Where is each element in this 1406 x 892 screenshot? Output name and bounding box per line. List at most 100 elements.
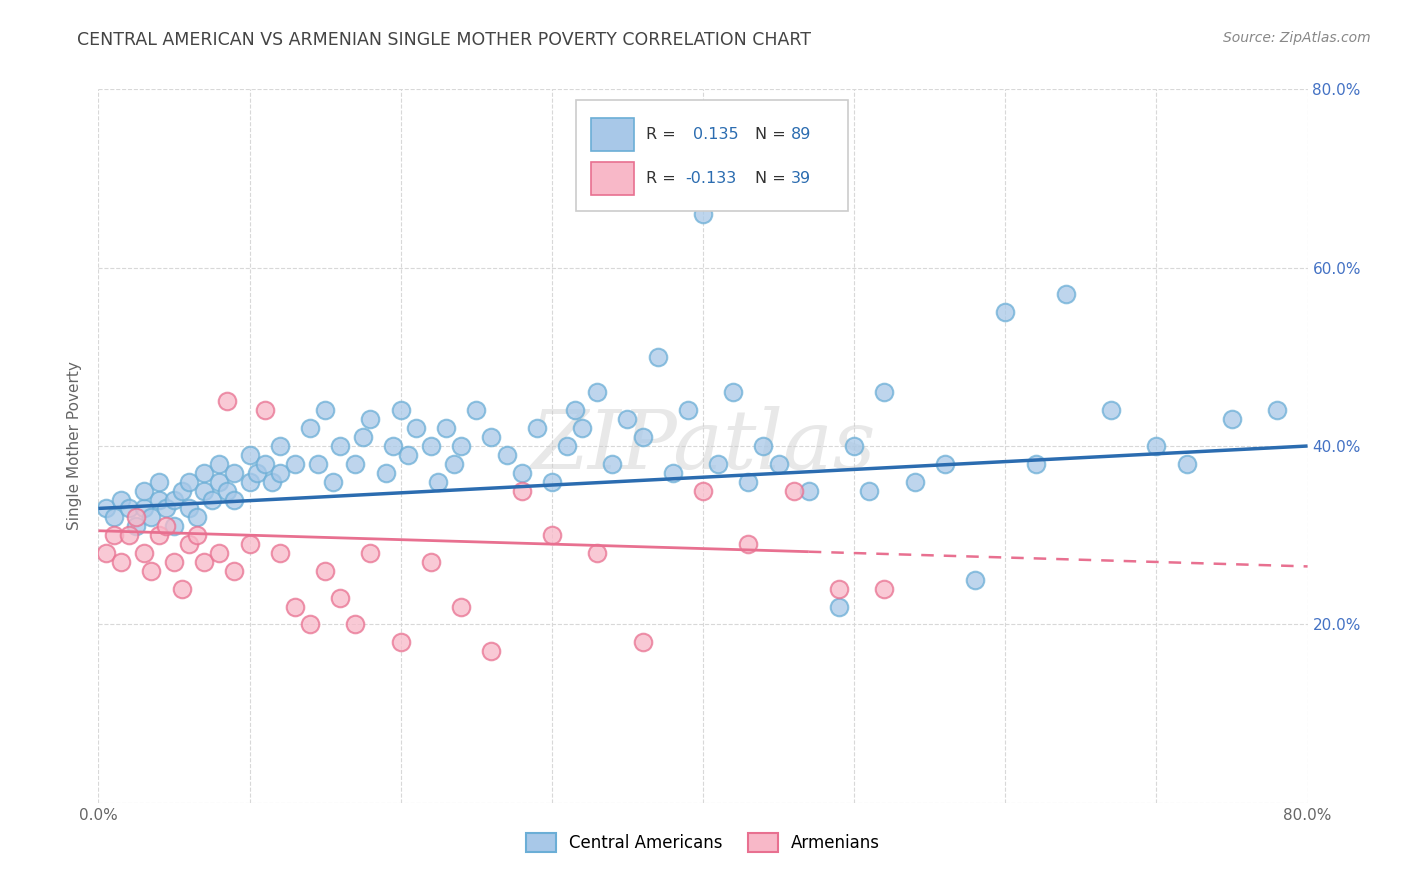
Point bbox=[215, 483, 238, 498]
Point bbox=[170, 582, 193, 596]
Point bbox=[352, 430, 374, 444]
FancyBboxPatch shape bbox=[576, 100, 848, 211]
Point bbox=[193, 555, 215, 569]
Point bbox=[239, 537, 262, 551]
Point bbox=[141, 510, 163, 524]
Point bbox=[163, 492, 186, 507]
Point bbox=[737, 475, 759, 489]
Point bbox=[510, 483, 533, 498]
Point bbox=[141, 564, 163, 578]
Point bbox=[118, 501, 141, 516]
Point bbox=[661, 466, 683, 480]
Point bbox=[1267, 403, 1289, 417]
Point bbox=[828, 582, 851, 596]
Point bbox=[110, 492, 132, 507]
Point bbox=[224, 492, 246, 507]
Point bbox=[246, 466, 269, 480]
Y-axis label: Single Mother Poverty: Single Mother Poverty bbox=[67, 361, 83, 531]
Point bbox=[389, 403, 412, 417]
Point bbox=[434, 421, 457, 435]
Point bbox=[443, 457, 465, 471]
Text: 39: 39 bbox=[792, 171, 811, 186]
Point bbox=[707, 457, 730, 471]
Point bbox=[299, 421, 322, 435]
Point bbox=[208, 546, 231, 560]
Point bbox=[1175, 457, 1198, 471]
Point bbox=[783, 483, 806, 498]
Point bbox=[495, 448, 517, 462]
Point bbox=[616, 412, 638, 426]
Point bbox=[155, 501, 177, 516]
Point bbox=[676, 403, 699, 417]
Point bbox=[103, 510, 125, 524]
Point bbox=[307, 457, 329, 471]
Text: ZIPatlas: ZIPatlas bbox=[530, 406, 876, 486]
Point bbox=[450, 599, 472, 614]
Text: N =: N = bbox=[755, 127, 786, 142]
Point bbox=[360, 546, 382, 560]
Point bbox=[481, 644, 503, 658]
Point bbox=[201, 492, 224, 507]
Point bbox=[450, 439, 472, 453]
Point bbox=[155, 519, 177, 533]
Point bbox=[163, 519, 186, 533]
Point bbox=[132, 501, 155, 516]
Point bbox=[526, 421, 548, 435]
Point bbox=[110, 555, 132, 569]
Point bbox=[179, 501, 201, 516]
Point bbox=[208, 457, 231, 471]
Point bbox=[510, 466, 533, 480]
Point bbox=[262, 475, 284, 489]
Point bbox=[631, 635, 654, 649]
Point bbox=[374, 466, 396, 480]
Text: -0.133: -0.133 bbox=[685, 171, 737, 186]
Point bbox=[427, 475, 450, 489]
Point bbox=[768, 457, 790, 471]
Point bbox=[873, 385, 896, 400]
Point bbox=[253, 457, 276, 471]
Point bbox=[396, 448, 419, 462]
Point bbox=[94, 501, 117, 516]
Point bbox=[858, 483, 880, 498]
Text: R =: R = bbox=[647, 171, 681, 186]
Point bbox=[179, 537, 201, 551]
Text: Source: ZipAtlas.com: Source: ZipAtlas.com bbox=[1223, 31, 1371, 45]
Point bbox=[344, 617, 367, 632]
Point bbox=[103, 528, 125, 542]
Point bbox=[465, 403, 488, 417]
Point bbox=[132, 483, 155, 498]
Point bbox=[828, 599, 851, 614]
Point bbox=[186, 510, 208, 524]
Point bbox=[148, 492, 170, 507]
Point bbox=[564, 403, 586, 417]
Point bbox=[360, 412, 382, 426]
Point bbox=[934, 457, 956, 471]
Point bbox=[186, 528, 208, 542]
Point bbox=[329, 591, 352, 605]
Text: CENTRAL AMERICAN VS ARMENIAN SINGLE MOTHER POVERTY CORRELATION CHART: CENTRAL AMERICAN VS ARMENIAN SINGLE MOTH… bbox=[77, 31, 811, 49]
Point bbox=[269, 466, 291, 480]
Point bbox=[1099, 403, 1122, 417]
Point bbox=[602, 457, 624, 471]
Text: R =: R = bbox=[647, 127, 681, 142]
Point bbox=[208, 475, 231, 489]
Point bbox=[420, 555, 443, 569]
Point bbox=[586, 385, 609, 400]
Point bbox=[179, 475, 201, 489]
Point bbox=[389, 635, 412, 649]
Point bbox=[631, 430, 654, 444]
Point bbox=[540, 528, 562, 542]
Point bbox=[170, 483, 193, 498]
Point bbox=[647, 350, 669, 364]
Point bbox=[844, 439, 866, 453]
Point bbox=[224, 466, 246, 480]
Point bbox=[540, 475, 562, 489]
Point bbox=[253, 403, 276, 417]
Point bbox=[193, 483, 215, 498]
Point bbox=[571, 421, 593, 435]
Text: N =: N = bbox=[755, 171, 786, 186]
Point bbox=[994, 305, 1017, 319]
Point bbox=[873, 582, 896, 596]
Point bbox=[269, 546, 291, 560]
Point bbox=[284, 457, 307, 471]
